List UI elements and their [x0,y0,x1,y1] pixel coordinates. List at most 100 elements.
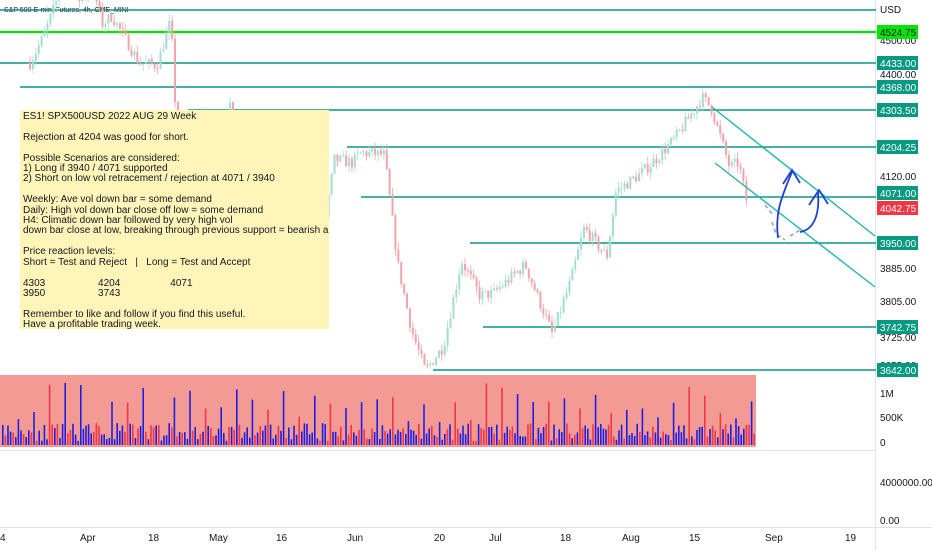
volume-bar [511,426,514,445]
candle-body [464,264,467,271]
candle-body [145,62,148,64]
candle-body [350,158,353,168]
volume-bar [459,433,462,445]
candle-body [649,167,652,173]
svg-text:4071.00: 4071.00 [880,189,917,200]
lower-tick: 0.00 [880,516,900,527]
candle-body [365,151,368,157]
candle-body [551,321,554,332]
candle-body [330,173,333,195]
arrow-up-right [799,191,820,233]
candle-body [690,113,693,119]
volume-bar [230,426,233,445]
analysis-note[interactable]: ES1! SPX500USD 2022 AUG 29 Week Rejectio… [20,110,329,329]
volume-bar [350,424,352,445]
candle-body [394,215,397,250]
volume-bar [644,435,646,445]
volume-bar [353,432,355,445]
time-tick: May [209,533,228,544]
candle-body [597,236,600,250]
candle-body [400,261,403,285]
candle-body [577,249,580,261]
volume-bar [412,430,415,445]
time-tick: 18 [560,533,572,544]
volume-bar [737,426,740,445]
candle-body [142,63,145,65]
candle-body [481,291,484,300]
volume-bar [38,430,40,445]
volume-bar [436,436,438,445]
volume-bar [696,429,698,445]
volume-bar [311,432,313,445]
volume-bar [379,438,381,445]
volume-bar [210,427,212,445]
candle-body [629,176,632,189]
volume-bar [652,426,654,445]
volume-bar [701,426,703,445]
price-badges: 4524.75 4433.00 4368.00 4303.50 4204.25 … [877,25,918,377]
volume-bar [54,428,56,445]
candle-body [356,153,359,155]
volume-bar [743,428,745,445]
volume-bar [470,419,472,445]
volume-bar [7,425,9,445]
volume-bar [415,434,417,445]
candle-body [371,148,374,152]
candle-body [414,334,417,343]
volume-bar [241,437,243,445]
candle-body [455,289,458,298]
candle-body [658,160,661,164]
candle-body [136,51,139,64]
volume-bar [30,432,33,445]
candle-body [580,237,583,250]
candle-body [553,325,556,332]
volume-bar [454,402,456,445]
volume-bar [121,425,124,445]
candle-body [406,293,409,309]
volume-bar [171,427,173,445]
volume-bar [457,428,459,445]
volume-bar [72,423,74,445]
time-tick: 19 [845,533,857,544]
volume-bar [293,425,295,445]
volume-bar [571,438,573,445]
volume-bar [93,431,95,445]
volume-bar [145,431,147,445]
candle-body [545,314,548,316]
volume-bar [665,434,667,445]
candle-body [49,14,52,24]
volume-bar [732,437,735,445]
candle-body [707,97,710,106]
volume-bar [600,424,602,445]
volume-bar [407,421,410,445]
candle-body [391,194,394,216]
candle-body [449,318,452,328]
volume-bar [249,437,251,445]
volume-bar [410,429,412,445]
candle-body [600,249,603,251]
note-line: Remember to like and follow if you find … [23,308,246,320]
volume-bar [477,424,480,445]
candle-body [510,271,513,283]
arrow-up-left [776,171,793,239]
volume-bar [506,426,508,445]
volume-bar [217,428,220,445]
volume-bar [243,432,246,445]
volume-bar [532,402,534,445]
candle-body [519,271,522,274]
note-line: Weekly: Ave vol down bar = some demand [23,194,212,206]
candle-body [646,164,649,173]
volume-bar [605,429,607,445]
volume-bar [334,431,337,445]
candle-body [165,32,168,50]
volume-bar [529,423,532,445]
price-badge-3642: 3642.00 [877,363,918,377]
volume-bar [202,431,204,445]
note-line: Price reaction levels: [23,246,116,258]
volume-bar [256,432,259,445]
volume-bar [727,433,729,445]
volume-bar [568,433,571,445]
volume-bar [20,430,22,445]
candle-body [539,292,542,309]
